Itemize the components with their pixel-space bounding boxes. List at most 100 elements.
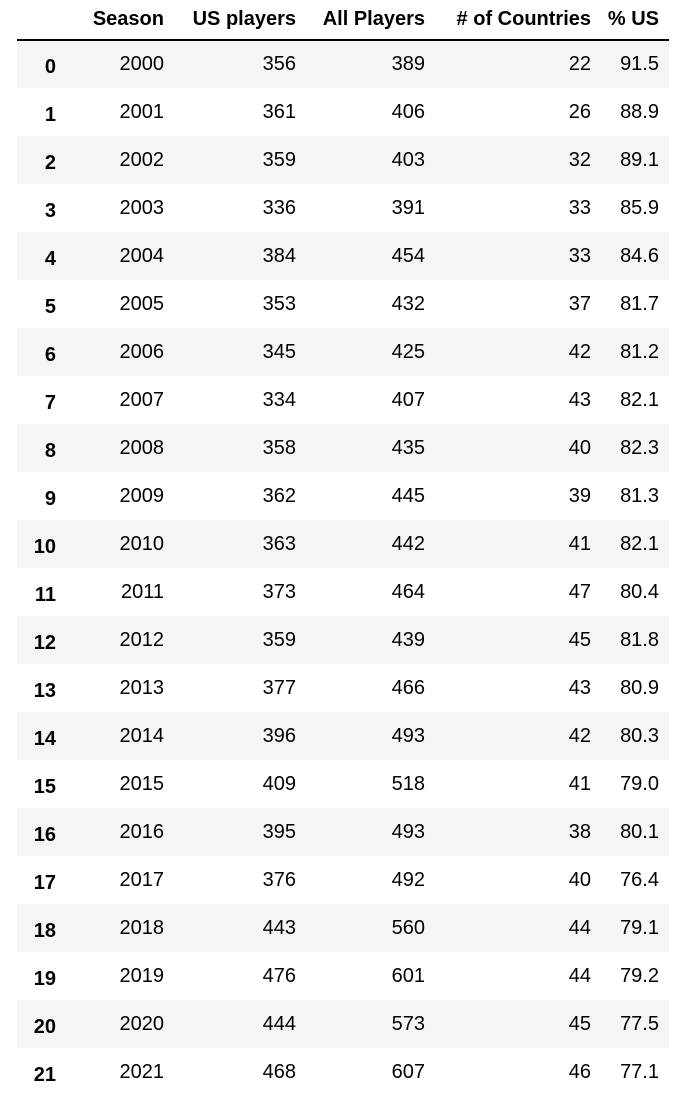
table-header: Season US players All Players # of Count…	[17, 0, 669, 41]
table-row: 3 2003 336 391 33 85.9	[17, 184, 669, 232]
all-players-column-header: All Players	[306, 0, 435, 41]
row-index: 12	[33, 631, 56, 654]
us-players-cell: 476	[262, 964, 296, 987]
countries-cell: 38	[568, 820, 591, 843]
season-column-header: Season	[67, 0, 174, 41]
table-row: 17 2017 376 492 40 76.4	[17, 856, 669, 904]
all-players-cell: 439	[391, 628, 425, 651]
all-players-cell: 391	[391, 196, 425, 219]
season-cell: 2012	[119, 628, 165, 651]
pct-us-cell: 76.4	[620, 868, 659, 891]
pct-us-cell: 80.1	[620, 820, 659, 843]
countries-cell: 33	[568, 244, 591, 267]
table-row: 14 2014 396 493 42 80.3	[17, 712, 669, 760]
row-index: 13	[33, 679, 56, 702]
pct-us-cell: 80.3	[620, 724, 659, 747]
pct-us-cell: 79.2	[620, 964, 659, 987]
table-row: 1 2001 361 406 26 88.9	[17, 88, 669, 136]
season-cell: 2004	[119, 244, 165, 267]
row-index: 0	[44, 56, 56, 78]
row-index: 1	[44, 103, 56, 126]
all-players-cell: 560	[391, 916, 425, 939]
pct-us-cell: 77.5	[620, 1012, 659, 1035]
all-players-cell: 466	[391, 676, 425, 699]
countries-cell: 43	[568, 676, 591, 699]
countries-cell: 40	[568, 868, 591, 891]
us-players-cell: 363	[262, 532, 296, 555]
countries-cell: 42	[568, 340, 591, 363]
season-cell: 2000	[119, 53, 165, 75]
table-row: 0 2000 356 389 22 91.5	[17, 40, 669, 88]
all-players-cell: 601	[391, 964, 425, 987]
us-players-cell: 468	[262, 1060, 296, 1083]
season-cell: 2013	[119, 676, 165, 699]
table-row: 11 2011 373 464 47 80.4	[17, 568, 669, 616]
us-players-cell: 377	[262, 676, 296, 699]
countries-cell: 37	[568, 292, 591, 315]
season-cell: 2008	[119, 436, 165, 459]
table-row: 18 2018 443 560 44 79.1	[17, 904, 669, 952]
table-row: 8 2008 358 435 40 82.3	[17, 424, 669, 472]
us-players-cell: 444	[262, 1012, 296, 1035]
table-body: 0 2000 356 389 22 91.5 1 2001 361 406 26 88.9 2 2002 3…	[17, 40, 669, 1096]
row-index: 2	[44, 151, 56, 174]
season-cell: 2009	[119, 484, 165, 507]
pct-us-cell: 77.1	[620, 1060, 659, 1083]
us-players-column-header: US players	[174, 0, 306, 41]
season-cell: 2007	[119, 388, 165, 411]
table-row: 13 2013 377 466 43 80.9	[17, 664, 669, 712]
row-index: 19	[33, 967, 56, 990]
season-cell: 2019	[119, 964, 165, 987]
season-cell: 2016	[119, 820, 165, 843]
table-row: 16 2016 395 493 38 80.1	[17, 808, 669, 856]
season-cell: 2014	[119, 724, 165, 747]
countries-cell: 47	[568, 580, 591, 603]
pct-us-cell: 81.3	[620, 484, 659, 507]
season-cell: 2018	[119, 916, 165, 939]
pct-us-cell: 82.1	[620, 388, 659, 411]
dataframe-table: Season US players All Players # of Count…	[17, 0, 669, 1096]
season-cell: 2011	[120, 580, 164, 603]
row-index: 16	[33, 823, 56, 846]
season-cell: 2020	[119, 1012, 165, 1035]
countries-cell: 45	[568, 628, 591, 651]
pct-us-cell: 88.9	[620, 100, 659, 123]
all-players-cell: 425	[391, 340, 425, 363]
countries-cell: 39	[568, 484, 591, 507]
table-row: 21 2021 468 607 46 77.1	[17, 1048, 669, 1096]
season-cell: 2006	[119, 340, 165, 363]
row-index: 11	[34, 583, 56, 606]
countries-cell: 46	[568, 1060, 591, 1083]
table-row: 12 2012 359 439 45 81.8	[17, 616, 669, 664]
all-players-cell: 403	[391, 148, 425, 171]
season-cell: 2021	[119, 1060, 165, 1083]
table-row: 2 2002 359 403 32 89.1	[17, 136, 669, 184]
pct-us-cell: 79.0	[620, 772, 659, 795]
all-players-cell: 432	[391, 292, 425, 315]
countries-cell: 32	[568, 148, 591, 171]
us-players-cell: 373	[262, 580, 296, 603]
row-index: 7	[44, 391, 56, 414]
row-index: 6	[44, 343, 56, 366]
row-index: 4	[44, 247, 56, 270]
pct-us-cell: 85.9	[620, 196, 659, 219]
pct-us-cell: 84.6	[620, 244, 659, 267]
all-players-cell: 406	[391, 100, 425, 123]
us-players-cell: 362	[262, 484, 296, 507]
countries-cell: 42	[568, 724, 591, 747]
pct-us-cell: 91.5	[620, 53, 659, 75]
all-players-cell: 407	[391, 388, 425, 411]
all-players-cell: 464	[391, 580, 425, 603]
season-cell: 2003	[119, 196, 165, 219]
all-players-cell: 493	[391, 820, 425, 843]
row-index: 15	[33, 775, 56, 798]
us-players-cell: 396	[262, 724, 296, 747]
row-index: 18	[33, 919, 56, 942]
table-row: 9 2009 362 445 39 81.3	[17, 472, 669, 520]
row-index: 5	[44, 295, 56, 318]
countries-cell: 44	[568, 916, 591, 939]
all-players-cell: 607	[391, 1060, 425, 1083]
us-players-cell: 336	[262, 196, 296, 219]
all-players-cell: 435	[391, 436, 425, 459]
us-players-cell: 443	[262, 916, 296, 939]
